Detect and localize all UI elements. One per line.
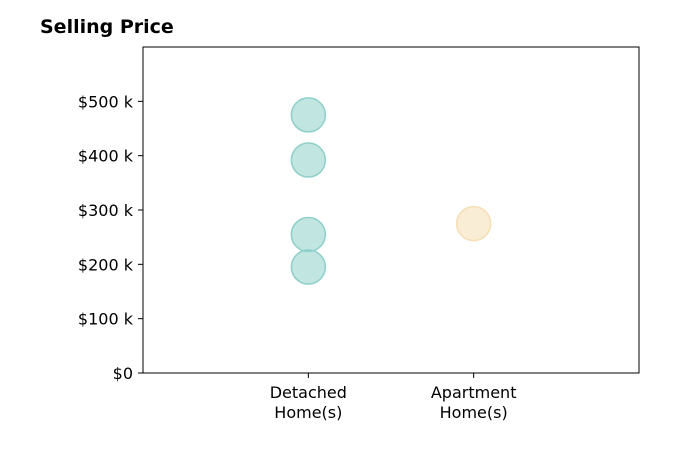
data-point [290,249,327,285]
plot-frame [142,46,640,374]
chart-title: Selling Price [40,16,174,38]
data-point [290,97,327,133]
y-tick-label: $400 k [78,147,134,166]
data-point [290,142,327,178]
y-tick-label: $100 k [78,310,134,329]
y-tick-label: $300 k [78,201,134,220]
y-tick-label: $0 [113,364,133,383]
y-tick-label: $200 k [78,255,134,274]
y-tick-label: $500 k [78,92,134,111]
data-point [455,205,492,242]
x-tick-label: Apartment Home(s) [431,383,517,422]
x-tick-label: Detached Home(s) [270,383,347,422]
data-point [290,216,327,253]
